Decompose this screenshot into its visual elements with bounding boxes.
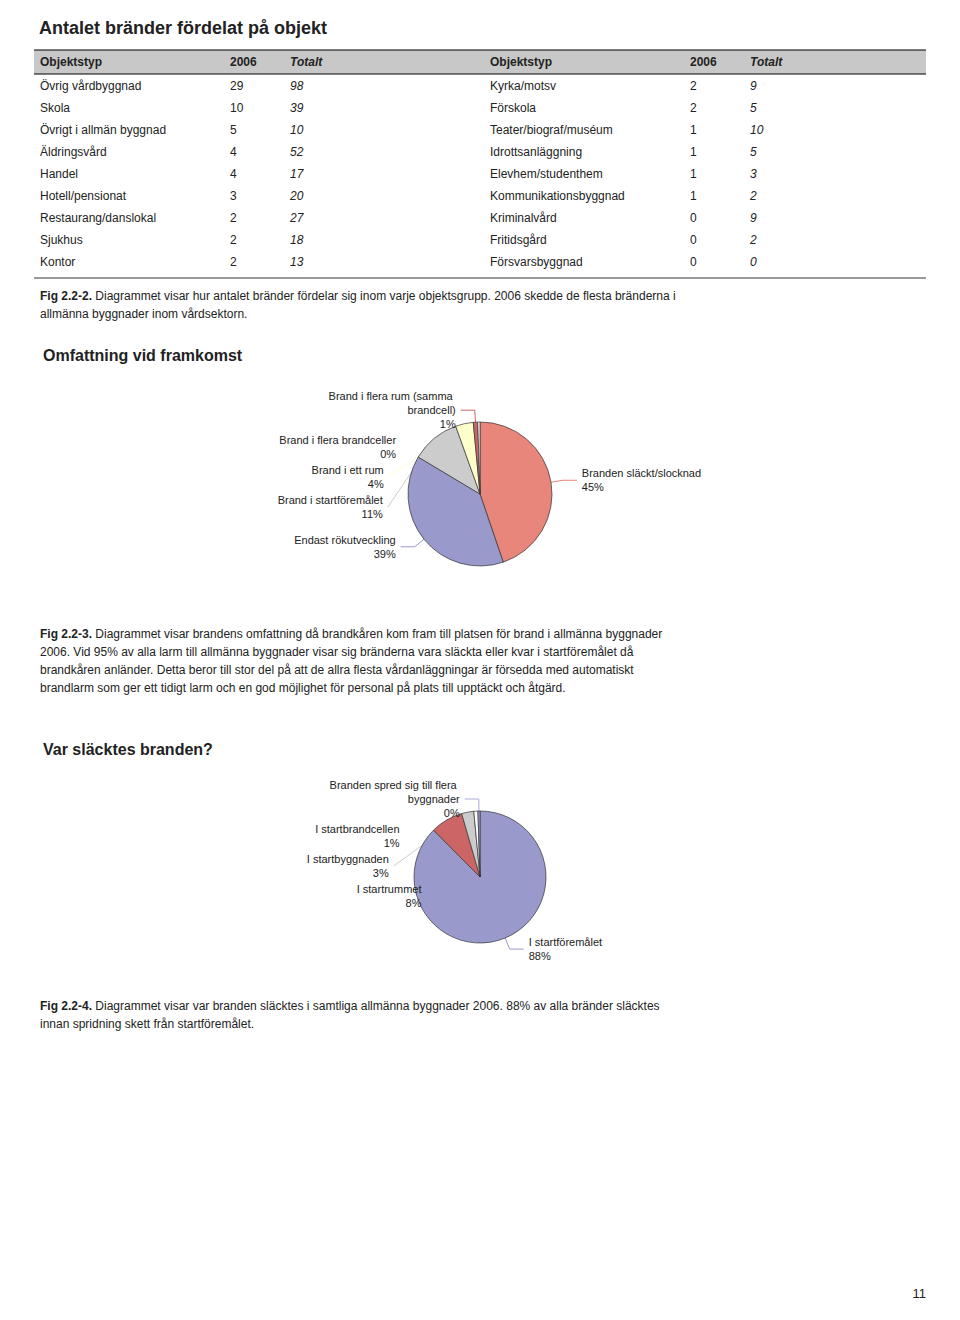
svg-text:brandlarm som ger ett tidigt l: brandlarm som ger ett tidigt larm och en… — [40, 681, 566, 695]
svg-text:Idrottsanläggning: Idrottsanläggning — [490, 145, 582, 159]
svg-text:10: 10 — [290, 123, 304, 137]
svg-text:Brand i flera brandceller: Brand i flera brandceller — [279, 434, 396, 446]
svg-text:29: 29 — [230, 79, 244, 93]
svg-text:Sjukhus: Sjukhus — [40, 233, 83, 247]
svg-text:11: 11 — [913, 1286, 927, 1301]
svg-text:98: 98 — [290, 79, 304, 93]
svg-text:Fig 2.2-4.: Fig 2.2-4. — [40, 999, 92, 1013]
svg-text:5: 5 — [750, 101, 757, 115]
svg-text:0: 0 — [690, 211, 697, 225]
svg-text:Antalet bränder fördelat på ob: Antalet bränder fördelat på objekt — [39, 18, 327, 38]
svg-text:0%: 0% — [380, 448, 396, 460]
svg-text:Totalt: Totalt — [750, 55, 783, 69]
svg-text:Diagrammet visar var branden s: Diagrammet visar var branden släcktes i … — [92, 999, 660, 1013]
svg-text:39%: 39% — [374, 548, 396, 560]
svg-text:2006: 2006 — [690, 55, 717, 69]
svg-text:1%: 1% — [384, 837, 400, 849]
svg-text:Objektstyp: Objektstyp — [490, 55, 552, 69]
svg-text:20: 20 — [289, 189, 304, 203]
svg-text:17: 17 — [290, 167, 305, 181]
svg-text:1: 1 — [690, 145, 697, 159]
svg-text:27: 27 — [289, 211, 305, 225]
svg-text:4%: 4% — [368, 478, 384, 490]
svg-text:1%: 1% — [440, 418, 456, 430]
svg-text:Objektstyp: Objektstyp — [40, 55, 102, 69]
svg-text:0: 0 — [690, 255, 697, 269]
svg-text:1: 1 — [690, 167, 697, 181]
svg-text:I startrummet: I startrummet — [357, 883, 422, 895]
svg-text:0%: 0% — [444, 807, 460, 819]
svg-text:13: 13 — [290, 255, 304, 269]
svg-text:11%: 11% — [362, 508, 383, 520]
svg-text:3: 3 — [750, 167, 757, 181]
svg-text:2006. Vid 95% av alla larm til: 2006. Vid 95% av alla larm till allmänna… — [40, 645, 634, 659]
svg-text:Kontor: Kontor — [40, 255, 75, 269]
svg-text:9: 9 — [750, 79, 757, 93]
svg-text:Övrig vårdbyggnad: Övrig vårdbyggnad — [40, 79, 141, 93]
svg-text:52: 52 — [290, 145, 304, 159]
svg-text:0: 0 — [750, 255, 757, 269]
svg-text:Kriminalvård: Kriminalvård — [490, 211, 557, 225]
svg-text:allmänna byggnader inom vårdse: allmänna byggnader inom vårdsektorn. — [40, 307, 247, 321]
svg-text:10: 10 — [230, 101, 244, 115]
svg-text:4: 4 — [230, 167, 237, 181]
svg-text:45%: 45% — [582, 481, 604, 493]
svg-text:Hotell/pensionat: Hotell/pensionat — [40, 189, 127, 203]
svg-text:2: 2 — [749, 189, 757, 203]
svg-text:Förskola: Förskola — [490, 101, 536, 115]
svg-text:I startföremålet: I startföremålet — [529, 936, 602, 948]
svg-text:Skola: Skola — [40, 101, 70, 115]
svg-text:Var släcktes branden?: Var släcktes branden? — [43, 741, 213, 758]
svg-text:1: 1 — [690, 123, 697, 137]
svg-text:5: 5 — [750, 145, 757, 159]
svg-text:5: 5 — [230, 123, 237, 137]
svg-text:Brand i flera rum (samma: Brand i flera rum (samma — [329, 390, 456, 402]
svg-text:Handel: Handel — [40, 167, 78, 181]
svg-text:Branden spred sig till flera: Branden spred sig till flera — [330, 779, 460, 791]
svg-text:39: 39 — [290, 101, 304, 115]
svg-text:Kyrka/motsv: Kyrka/motsv — [490, 79, 556, 93]
svg-text:2: 2 — [230, 233, 237, 247]
svg-text:Fritidsgård: Fritidsgård — [490, 233, 547, 247]
svg-text:2: 2 — [230, 255, 237, 269]
svg-text:Brand i startföremålet: Brand i startföremålet — [278, 494, 383, 506]
svg-text:I startbrandcellen: I startbrandcellen — [315, 823, 399, 835]
svg-text:Branden släckt/slocknad: Branden släckt/slocknad — [582, 467, 701, 479]
svg-text:Fig 2.2-3.: Fig 2.2-3. — [40, 627, 92, 641]
svg-text:3: 3 — [230, 189, 237, 203]
svg-text:Elevhem/studenthem: Elevhem/studenthem — [490, 167, 603, 181]
svg-text:88%: 88% — [529, 950, 551, 962]
svg-text:Teater/biograf/muséum: Teater/biograf/muséum — [490, 123, 613, 137]
svg-text:2006: 2006 — [230, 55, 257, 69]
svg-text:Restaurang/danslokal: Restaurang/danslokal — [40, 211, 156, 225]
svg-text:Totalt: Totalt — [290, 55, 323, 69]
svg-text:Fig 2.2-2.: Fig 2.2-2. — [40, 289, 92, 303]
svg-text:3%: 3% — [373, 867, 389, 879]
svg-text:9: 9 — [750, 211, 757, 225]
svg-text:4: 4 — [230, 145, 237, 159]
svg-text:Diagrammet visar hur antalet b: Diagrammet visar hur antalet bränder för… — [92, 289, 676, 303]
svg-text:10: 10 — [750, 123, 764, 137]
svg-text:Försvarsbyggnad: Försvarsbyggnad — [490, 255, 583, 269]
svg-text:Äldringsvård: Äldringsvård — [40, 145, 107, 159]
svg-text:Endast rökutveckling: Endast rökutveckling — [294, 534, 396, 546]
svg-text:Övrigt i allmän byggnad: Övrigt i allmän byggnad — [40, 123, 166, 137]
svg-text:byggnader: byggnader — [408, 793, 460, 805]
svg-text:Kommunikationsbyggnad: Kommunikationsbyggnad — [490, 189, 625, 203]
svg-text:18: 18 — [290, 233, 304, 247]
svg-text:8%: 8% — [406, 897, 422, 909]
svg-text:Brand i ett rum: Brand i ett rum — [312, 464, 384, 476]
svg-text:2: 2 — [230, 211, 237, 225]
svg-text:brandkåren anländer. Detta ber: brandkåren anländer. Detta beror till st… — [40, 663, 634, 677]
svg-text:I startbyggnaden: I startbyggnaden — [307, 853, 389, 865]
svg-text:2: 2 — [749, 233, 757, 247]
svg-text:brandcell): brandcell) — [407, 404, 455, 416]
svg-text:innan spridning skett från sta: innan spridning skett från startföremåle… — [40, 1017, 254, 1031]
svg-text:0: 0 — [690, 233, 697, 247]
svg-text:Omfattning vid framkomst: Omfattning vid framkomst — [43, 347, 243, 364]
svg-text:1: 1 — [690, 189, 697, 203]
svg-text:Diagrammet visar brandens omfa: Diagrammet visar brandens omfattning då … — [92, 627, 662, 641]
svg-text:2: 2 — [690, 101, 697, 115]
svg-text:2: 2 — [690, 79, 697, 93]
